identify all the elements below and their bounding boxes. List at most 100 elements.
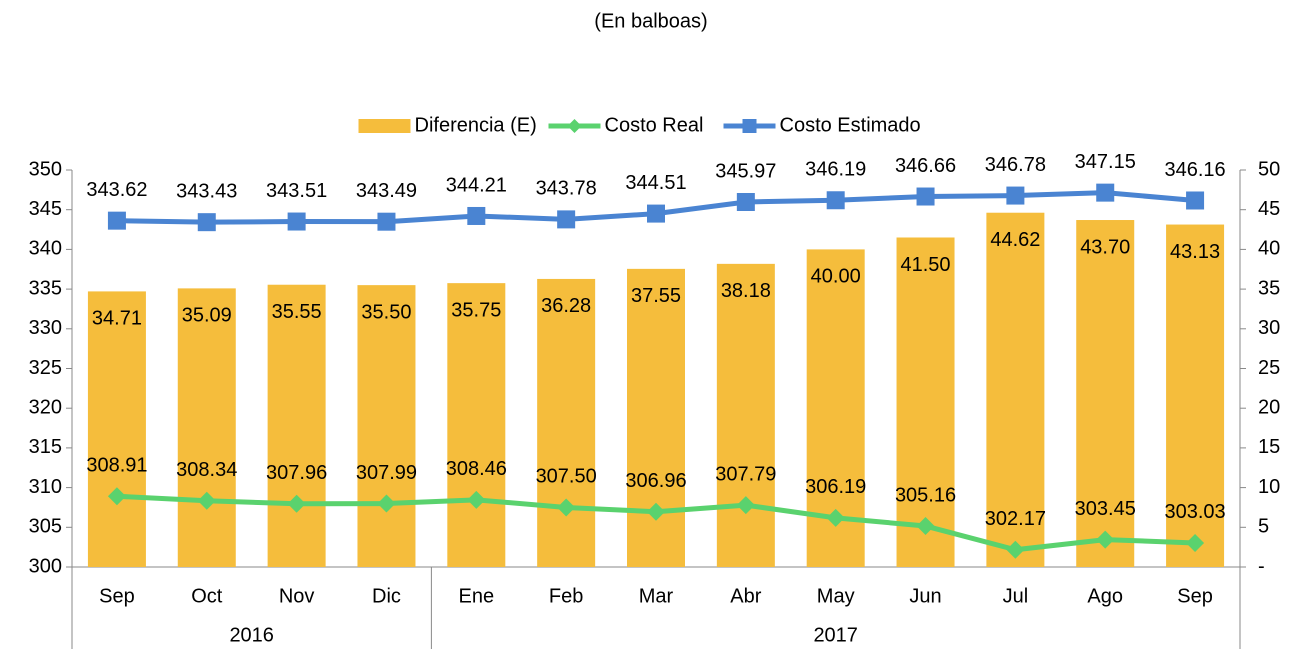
- marker: [647, 204, 665, 223]
- data-label: 343.78: [536, 178, 597, 200]
- bar: [986, 212, 1045, 567]
- y-tick-label: 350: [29, 158, 62, 180]
- legend-marker: [742, 119, 757, 133]
- y2-tick-label: -: [1258, 555, 1265, 577]
- bar: [177, 288, 236, 567]
- data-label: 35.55: [272, 301, 322, 323]
- marker: [916, 187, 935, 206]
- x-tick-label: Abr: [730, 585, 761, 607]
- y-tick-label: 325: [29, 357, 62, 379]
- data-label: 306.96: [625, 470, 686, 492]
- x-tick-label: Ago: [1087, 585, 1123, 607]
- marker: [467, 490, 486, 509]
- x-tick-label: May: [817, 585, 855, 607]
- x-tick-label: Jul: [1003, 585, 1029, 607]
- marker: [557, 210, 576, 229]
- data-label: 43.70: [1080, 236, 1130, 258]
- marker: [1186, 533, 1205, 552]
- bar: [537, 278, 596, 567]
- data-label: 306.19: [805, 476, 866, 498]
- data-label: 307.79: [715, 463, 776, 485]
- marker: [107, 487, 126, 506]
- marker: [377, 212, 396, 231]
- data-label: 35.50: [361, 301, 411, 323]
- y2-tick-label: 20: [1258, 396, 1280, 418]
- marker: [1096, 530, 1115, 549]
- data-label: 305.16: [895, 484, 956, 506]
- y2-tick-label: 30: [1258, 317, 1280, 339]
- data-label: 346.19: [805, 159, 866, 181]
- legend-label: Costo Real: [605, 114, 704, 136]
- marker: [826, 508, 845, 527]
- legend-swatch: [358, 119, 411, 133]
- x-tick-label: Dic: [372, 585, 401, 607]
- data-label: 307.99: [356, 462, 417, 484]
- y-tick-label: 315: [29, 436, 62, 458]
- data-label: 303.03: [1164, 501, 1225, 523]
- data-label: 346.66: [895, 155, 956, 177]
- bar: [267, 284, 326, 567]
- data-label: 344.51: [625, 172, 686, 194]
- marker: [107, 211, 126, 230]
- data-label: 308.34: [176, 459, 237, 481]
- data-label: 308.91: [86, 455, 147, 477]
- marker: [647, 502, 665, 521]
- x-tick-label: Ene: [459, 585, 495, 607]
- marker: [287, 494, 306, 513]
- marker: [1096, 183, 1115, 202]
- y-tick-label: 310: [29, 476, 62, 498]
- data-label: 35.09: [182, 305, 232, 327]
- data-label: 343.49: [356, 180, 417, 202]
- y-tick-label: 340: [29, 238, 62, 260]
- y-tick-label: 335: [29, 277, 62, 299]
- marker: [197, 213, 216, 232]
- y-tick-label: 305: [29, 516, 62, 538]
- bar: [357, 285, 416, 567]
- data-label: 307.96: [266, 462, 327, 484]
- data-label: 35.75: [451, 299, 501, 321]
- y2-tick-label: 50: [1258, 158, 1280, 180]
- data-label: 307.50: [536, 466, 597, 488]
- group-label: 2016: [229, 624, 274, 646]
- data-label: 302.17: [985, 508, 1046, 530]
- marker: [736, 496, 755, 515]
- marker: [377, 494, 396, 513]
- marker: [1186, 191, 1205, 210]
- legend-marker: [567, 119, 582, 133]
- marker: [1006, 186, 1025, 205]
- data-label: 347.15: [1075, 151, 1136, 173]
- y-tick-label: 330: [29, 317, 62, 339]
- bar: [447, 283, 506, 567]
- marker: [557, 498, 576, 517]
- data-label: 343.62: [86, 179, 147, 201]
- x-tick-label: Jun: [909, 585, 941, 607]
- data-label: 308.46: [446, 458, 507, 480]
- data-label: 37.55: [631, 285, 681, 307]
- y2-tick-label: 35: [1258, 277, 1280, 299]
- chart-title: (En balboas): [594, 10, 707, 32]
- data-label: 345.97: [715, 160, 776, 182]
- bar: [1076, 220, 1135, 567]
- bar: [716, 263, 775, 567]
- x-tick-label: Sep: [99, 585, 135, 607]
- y-tick-label: 320: [29, 396, 62, 418]
- y2-tick-label: 45: [1258, 198, 1280, 220]
- x-tick-label: Nov: [279, 585, 315, 607]
- y-tick-label: 300: [29, 555, 62, 577]
- marker: [916, 517, 935, 536]
- data-label: 303.45: [1075, 498, 1136, 520]
- legend-label: Diferencia (E): [415, 114, 537, 136]
- bar: [87, 291, 146, 567]
- marker: [826, 191, 845, 210]
- marker: [736, 192, 755, 211]
- y2-tick-label: 40: [1258, 238, 1280, 260]
- marker: [467, 206, 486, 225]
- marker: [287, 212, 306, 231]
- data-label: 36.28: [541, 295, 591, 317]
- data-label: 343.43: [176, 180, 237, 202]
- marker: [1006, 540, 1025, 559]
- y-tick-label: 345: [29, 198, 62, 220]
- data-label: 40.00: [811, 266, 861, 288]
- y2-tick-label: 15: [1258, 436, 1280, 458]
